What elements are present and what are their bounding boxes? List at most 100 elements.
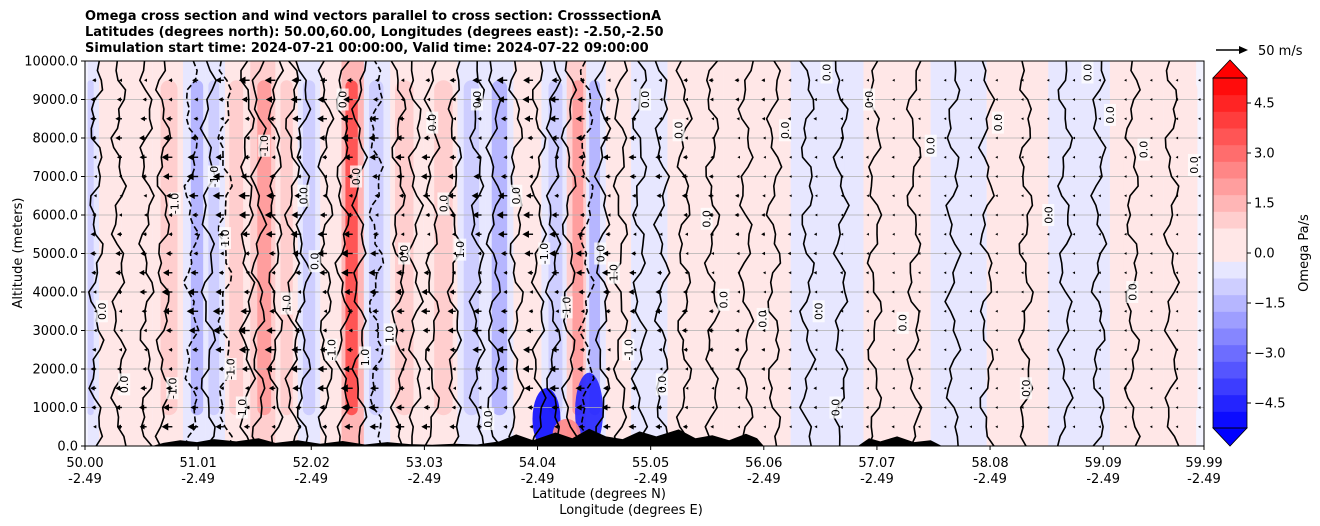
contour-line [944,61,962,446]
wind-vector-head [241,231,248,238]
wind-vector-head [763,155,766,159]
wind-vector-head [496,211,504,219]
wind-vector-head [474,96,480,103]
wind-vector-head [218,405,223,410]
wind-vector-head [1175,386,1179,390]
wind-vector-head [555,309,559,314]
wind-vector-head [656,135,661,141]
wind-vector-head [115,135,121,141]
wind-vector-head [892,98,895,101]
wind-vector-head [840,251,843,256]
colorbar: 4.5 3.0 1.5 0.0 −1.5 −3.0 −4.5 [1212,59,1286,447]
wind-vector-head [475,366,480,372]
contour-label-bg [235,396,248,419]
wind-vector-head [297,424,301,429]
wind-vector-head [969,425,972,429]
wind-vector-head [969,175,972,178]
wind-vector-head [1021,232,1024,236]
wind-vector-head [165,193,171,199]
wind-vector-head [269,308,274,314]
contour-label: 0.0 [813,303,826,321]
wind-vector-head [92,347,96,352]
wind-vector-head [969,232,972,236]
contour-label-bg [297,184,310,207]
wind-vector-head [1098,213,1101,217]
wind-vector-head [789,155,792,159]
wind-vector-head [943,232,947,236]
wind-vector-head [605,97,610,102]
wind-vector-head [1046,194,1050,198]
wind-vector-head [943,117,947,121]
wind-vector-head [212,307,220,316]
wind-vector-head [736,251,740,256]
wind-vector-head [92,78,96,83]
wind-vector-head [995,367,998,371]
wind-vector-head [917,98,921,101]
wind-vector-head [917,155,921,159]
wind-vector-head [917,386,921,390]
wind-vector-head [496,346,504,354]
wind-vector-head [580,174,585,179]
wind-vector-head [1198,232,1201,236]
wind-vector-head [1175,175,1179,178]
wind-vector-head [763,425,766,429]
wind-vector-head [1098,232,1101,236]
wind-vector-head [165,250,171,257]
wind-vector-head [400,213,405,217]
wind-vector-head [683,212,688,218]
wind-vector-head [969,309,972,313]
contour-label: 0.0 [863,91,876,109]
wind-vector-head [422,192,428,199]
wind-vector-head [317,250,324,257]
wind-vector-head [549,230,556,238]
omega-band-core [368,80,384,416]
wind-vector-head [866,194,869,198]
wind-vector-head [264,346,272,354]
wind-vector-head [1175,117,1179,121]
wind-vector-head [368,134,375,142]
wind-vector-head [789,329,792,332]
colorbar-tick-label: 0.0 [1254,247,1275,262]
wind-vector-head [1175,194,1179,198]
wind-vector-head [168,213,173,217]
contour-label: 0.0 [1104,106,1117,124]
wind-vector-head [449,347,455,353]
wind-vector-head [708,193,713,199]
wind-vector-head [917,406,921,409]
wind-vector-head [346,77,352,83]
wind-vector-head [969,290,972,294]
omega-band-core [738,80,776,416]
wind-vector-head [865,405,869,410]
wind-vector-head [839,271,843,275]
wind-vector-head [1098,309,1101,313]
wind-vector-head [892,136,895,140]
wind-vector-head [969,386,972,390]
wind-vector-head [892,386,895,390]
wind-vector-head [1098,136,1101,140]
wind-vector-head [789,290,792,294]
wind-vector-head [425,78,430,83]
wind-vector-head [1198,194,1201,198]
wind-vector-head [711,271,715,275]
wind-vector-head [343,365,350,373]
wind-vector-head [1149,117,1153,121]
wind-vector-head [892,367,895,371]
wind-vector-head [1124,271,1127,275]
wind-vector-head [840,367,844,371]
wind-vector-head [891,155,895,159]
wind-vector-head [93,328,97,333]
wind-vector-head [190,135,196,141]
wind-vector-head [370,250,376,257]
wind-vector-head [1175,309,1179,313]
contour-label-bg [812,300,825,323]
x-tick-label-lat: 56.06 [745,456,782,471]
wind-vector-head [525,192,531,199]
wind-vector-head [917,309,921,313]
wind-vector-head [761,116,766,121]
contour-label: 0.0 [350,168,363,186]
wind-vector-head [1072,309,1076,313]
wind-vector-head [496,76,504,84]
wind-vector-head [629,173,635,180]
contour-label-bg [820,61,833,84]
wind-vector-head [192,347,197,353]
